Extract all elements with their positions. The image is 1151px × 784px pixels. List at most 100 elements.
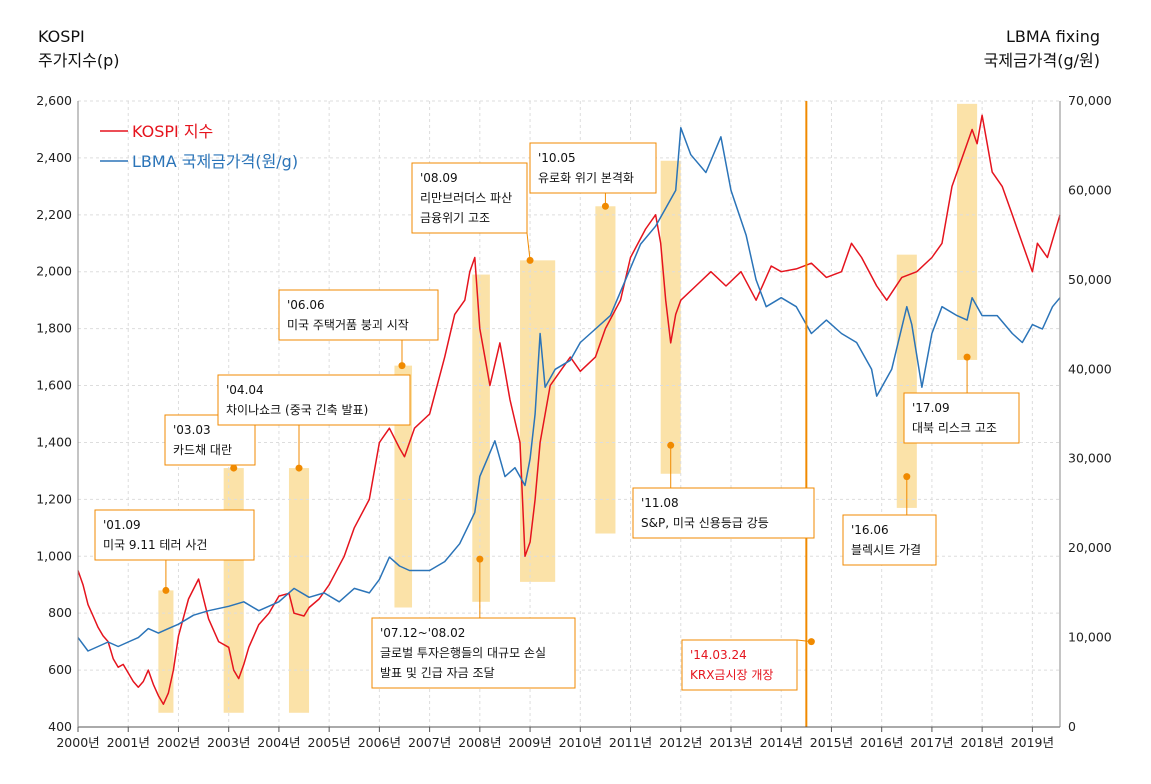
- x-tick-label: 2006년: [358, 735, 401, 750]
- highlight-band-10: [957, 103, 978, 360]
- highlight-band-6: [520, 260, 556, 582]
- y-right-tick-label: 50,000: [1068, 272, 1112, 287]
- annotation-text-1: '01.09: [103, 518, 141, 532]
- annotation-text-1: 미국 9.11 테러 사건: [103, 538, 207, 552]
- annotation-dot-6: [526, 256, 534, 264]
- y-right-tick-label: 70,000: [1068, 93, 1112, 108]
- series-line-kospi: [77, 114, 1061, 705]
- y-left-tick-label: 1,200: [36, 491, 72, 506]
- annotation-text-11: '17.09: [912, 401, 950, 415]
- annotation-dot-2: [230, 464, 238, 472]
- x-tick-label: 2014년: [760, 735, 803, 750]
- x-tick-label: 2015년: [810, 735, 853, 750]
- x-tick-label: 2008년: [458, 735, 501, 750]
- x-tick-label: 2011년: [609, 735, 652, 750]
- annotation-text-10: 블렉시트 가결: [851, 543, 921, 557]
- right-axis-title-line1: LBMA fixing: [1006, 27, 1100, 46]
- annotation-box-8: [632, 487, 815, 539]
- highlight-band-9: [896, 254, 917, 508]
- legend-label-2: LBMA 국제금가격(원/g): [132, 152, 298, 171]
- annotation-text-5: 발표 및 긴급 자금 조달: [380, 666, 495, 680]
- annotation-box-10: [842, 514, 937, 566]
- x-tick-label: 2016년: [860, 735, 903, 750]
- annotation-text-9: '14.03.24: [690, 648, 747, 662]
- right-axis-title-line2: 국제금가격(g/원): [984, 51, 1100, 70]
- annotation-text-8: S&P, 미국 신용등급 강등: [641, 516, 769, 530]
- y-left-tick-label: 1,400: [36, 434, 72, 449]
- annotation-dot-10: [903, 473, 911, 481]
- x-tick-label: 2007년: [408, 735, 451, 750]
- y-left-tick-label: 600: [48, 662, 72, 677]
- x-tick-label: 2003년: [207, 735, 250, 750]
- y-right-tick-label: 30,000: [1068, 451, 1112, 466]
- series-lines: [77, 101, 1061, 727]
- annotation-text-11: 대북 리스크 고조: [912, 421, 997, 435]
- y-left-tick-label: 1,600: [36, 378, 72, 393]
- annotation-text-8: '11.08: [641, 496, 679, 510]
- annotations: '01.09 미국 9.11 테러 사건 '03.03 카드채 대란 '04.04 차이나…: [94, 142, 1020, 691]
- x-tick-label: 2010년: [559, 735, 602, 750]
- highlight-band-3: [288, 468, 310, 713]
- y-left-tick-label: 1,000: [36, 548, 72, 563]
- y-left-tick-label: 2,400: [36, 150, 72, 165]
- y-left-tick-label: 800: [48, 605, 72, 620]
- x-tick-label: 2004년: [257, 735, 300, 750]
- x-tick-label: 2000년: [56, 735, 99, 750]
- y-left-tick-label: 2,600: [36, 93, 72, 108]
- x-tick-label: 2018년: [960, 735, 1003, 750]
- annotation-text-4: '06.06: [287, 298, 325, 312]
- highlight-band-2: [223, 468, 244, 713]
- annotation-text-6: 금융위기 고조: [420, 211, 490, 225]
- legend-label-1: KOSPI 지수: [132, 122, 213, 141]
- annotation-box-1: [94, 509, 255, 561]
- x-tick-label: 2013년: [709, 735, 752, 750]
- annotation-text-5: 글로벌 투자은행들의 대규모 손실: [380, 645, 546, 660]
- annotation-dot-7: [601, 202, 609, 210]
- annotation-dot-8: [667, 441, 675, 449]
- y-left-tick-label: 2,000: [36, 264, 72, 279]
- annotation-text-10: '16.06: [851, 523, 889, 537]
- x-tick-label: 2012년: [659, 735, 702, 750]
- annotation-box-3: [217, 374, 411, 426]
- annotation-text-2: 카드채 대란: [173, 443, 232, 457]
- y-right-tick-label: 60,000: [1068, 182, 1112, 197]
- x-tick-label: 2009년: [508, 735, 551, 750]
- annotation-text-5: '07.12~'08.02: [380, 626, 465, 640]
- annotation-leader-6: [526, 232, 531, 261]
- annotation-text-3: '04.04: [226, 383, 264, 397]
- highlight-band-7: [595, 206, 616, 534]
- x-tick-label: 2002년: [157, 735, 200, 750]
- annotation-text-3: 차이나쇼크 (중국 긴축 발표): [226, 403, 368, 417]
- annotation-box-4: [278, 289, 439, 341]
- y-right-tick-label: 0: [1068, 719, 1076, 734]
- highlight-bands: [158, 103, 978, 713]
- annotation-box-11: [903, 392, 1020, 444]
- axes: 400 600 800 1,000 1,200 1,400 1,600 1,800 2,000 2…: [36, 93, 1112, 750]
- annotation-text-7: 유로화 위기 본격화: [538, 171, 634, 185]
- highlight-band-5: [472, 274, 490, 602]
- annotation-text-2: '03.03: [173, 423, 211, 437]
- annotation-dot-3: [295, 464, 303, 472]
- annotation-text-6: 리만브러더스 파산: [420, 191, 512, 205]
- x-tick-label: 2001년: [107, 735, 150, 750]
- annotation-dot-11: [963, 353, 971, 361]
- highlight-band-4: [394, 365, 413, 608]
- y-left-tick-label: 1,800: [36, 321, 72, 336]
- series-line-lbma: [77, 127, 1061, 652]
- legend: KOSPI 지수 LBMA 국제금가격(원/g): [100, 122, 298, 171]
- x-tick-label: 2019년: [1011, 735, 1054, 750]
- y-right-tick-label: 20,000: [1068, 540, 1112, 555]
- annotation-box-9: [681, 639, 798, 691]
- annotation-box-7: [529, 142, 657, 194]
- annotation-dot-4: [398, 362, 406, 370]
- annotation-text-9: KRX금시장 개장: [690, 668, 773, 682]
- left-axis-title-line1: KOSPI: [38, 27, 85, 46]
- annotation-dot-9: [807, 638, 815, 646]
- annotation-text-6: '08.09: [420, 171, 458, 185]
- y-left-tick-label: 400: [48, 719, 72, 734]
- annotation-box-6: [411, 162, 528, 234]
- y-right-tick-label: 10,000: [1068, 630, 1112, 645]
- x-tick-label: 2005년: [307, 735, 350, 750]
- y-left-tick-label: 2,200: [36, 207, 72, 222]
